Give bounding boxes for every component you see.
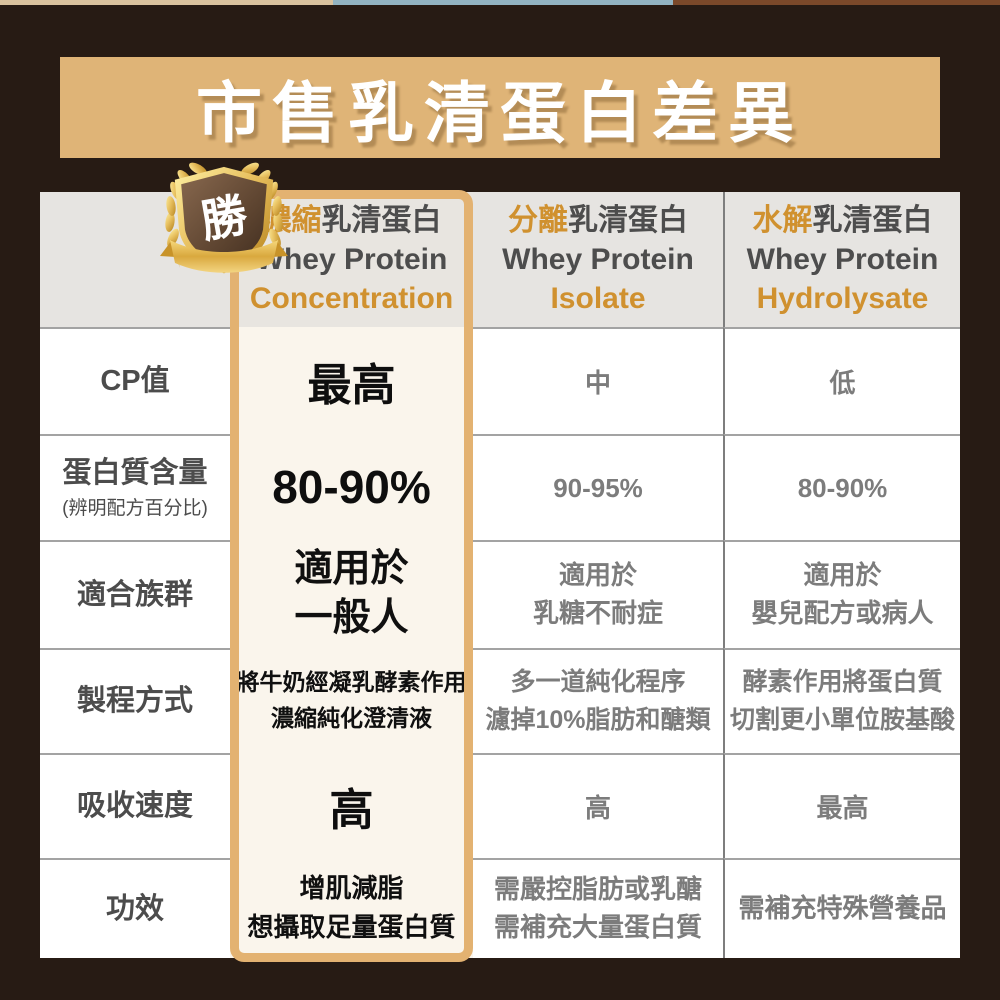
- cell-value: 80-90%: [797, 472, 888, 503]
- cell-absorption-hydrolysate: 最高: [723, 753, 960, 858]
- cell-value: 低: [829, 368, 856, 398]
- cell-effect-concentrate: 增肌減脂 想攝取足量蛋白質: [230, 858, 473, 958]
- cell-value: 需嚴控脂肪或乳醣 需補充大量蛋白質: [493, 874, 702, 942]
- column-header-cn-prefix: 分離: [508, 204, 568, 237]
- column-header-cn-rest: 乳清蛋白: [321, 204, 442, 237]
- cell-process-concentrate: 將牛奶經凝乳酵素作用 濃縮純化澄清液: [230, 648, 473, 753]
- cell-value: 高: [329, 785, 374, 835]
- cell-cp-hydrolysate: 低: [723, 327, 960, 434]
- page-title: 市售乳清蛋白差異: [196, 75, 804, 150]
- strip-segment-blue: [333, 0, 673, 5]
- cell-absorption-isolate: 高: [473, 753, 723, 858]
- cell-value: 90-95%: [553, 472, 643, 503]
- cell-value: 適用於 嬰兒配方或病人: [751, 560, 934, 628]
- cell-cp-concentrate: 最高: [230, 327, 473, 434]
- column-header-cn-rest: 乳清蛋白: [812, 204, 933, 237]
- strip-segment-brown: [673, 0, 1000, 5]
- cell-value: 80-90%: [272, 461, 431, 513]
- column-header-cn: 水解乳清蛋白: [753, 201, 933, 240]
- row-label-absorption: 吸收速度: [40, 753, 230, 858]
- column-header-cn: 分離乳清蛋白: [508, 201, 688, 240]
- cell-value: 中: [584, 368, 611, 398]
- column-header-concentrate: 濃縮乳清蛋白 Whey Protein Concentration: [230, 192, 473, 327]
- row-label-protein-content: 蛋白質含量 (辨明配方百分比): [40, 434, 230, 540]
- row-label-text: 製程方式: [76, 685, 193, 718]
- row-label-text: 功效: [105, 892, 164, 925]
- cell-value: 高: [584, 793, 611, 823]
- row-label-target-group: 適合族群: [40, 540, 230, 648]
- column-header-en-type: Hydrolysate: [756, 282, 929, 315]
- column-header-en: Whey Protein: [255, 243, 448, 276]
- row-label-text: 適合族群: [76, 578, 193, 611]
- cell-content-hydrolysate: 80-90%: [723, 434, 960, 540]
- cell-value: 將牛奶經凝乳酵素作用 濃縮純化澄清液: [236, 668, 467, 731]
- cell-group-isolate: 適用於 乳糖不耐症: [473, 540, 723, 648]
- row-label-text: 吸收速度: [76, 790, 193, 823]
- row-label-subtext: (辨明配方百分比): [62, 498, 208, 520]
- winner-badge: 勝: [156, 160, 292, 280]
- top-decor-strip: [0, 0, 1000, 5]
- row-label-effect: 功效: [40, 858, 230, 958]
- comparison-table: 濃縮乳清蛋白 Whey Protein Concentration 分離乳清蛋白…: [40, 190, 960, 962]
- cell-value: 最高: [816, 793, 869, 823]
- row-label-text: 蛋白質含量: [62, 456, 208, 489]
- cell-content-isolate: 90-95%: [473, 434, 723, 540]
- column-header-en-type: Isolate: [550, 282, 646, 315]
- cell-absorption-concentrate: 高: [230, 753, 473, 858]
- cell-group-hydrolysate: 適用於 嬰兒配方或病人: [723, 540, 960, 648]
- column-header-isolate: 分離乳清蛋白 Whey Protein Isolate: [473, 192, 723, 327]
- row-label-cp: CP值: [40, 327, 230, 434]
- cell-value: 適用於 乳糖不耐症: [532, 560, 663, 628]
- column-header-hydrolysate: 水解乳清蛋白 Whey Protein Hydrolysate: [723, 192, 960, 327]
- ribbon-icon: [160, 240, 288, 273]
- column-header-en-type: Concentration: [249, 282, 454, 315]
- cell-value: 酵素作用將蛋白質 切割更小單位胺基酸: [729, 668, 955, 734]
- column-header-cn-rest: 乳清蛋白: [568, 204, 688, 237]
- cell-group-concentrate: 適用於 一般人: [230, 540, 473, 648]
- column-header-cn-prefix: 水解: [752, 204, 813, 237]
- column-header-en: Whey Protein: [746, 243, 939, 276]
- winner-badge-icon: 勝: [160, 162, 288, 274]
- cell-effect-isolate: 需嚴控脂肪或乳醣 需補充大量蛋白質: [473, 858, 723, 958]
- cell-process-hydrolysate: 酵素作用將蛋白質 切割更小單位胺基酸: [723, 648, 960, 753]
- cell-cp-isolate: 中: [473, 327, 723, 434]
- strip-segment-tan: [0, 0, 333, 5]
- cell-value: 最高: [307, 360, 396, 410]
- cell-value: 需補充特殊營養品: [738, 893, 947, 924]
- cell-effect-hydrolysate: 需補充特殊營養品: [723, 858, 960, 958]
- row-label-text: CP值: [100, 365, 170, 398]
- title-banner: 市售乳清蛋白差異: [60, 57, 940, 158]
- cell-process-isolate: 多一道純化程序 濾掉10%脂肪和醣類: [473, 648, 723, 753]
- cell-value: 增肌減脂 想攝取足量蛋白質: [247, 873, 456, 942]
- cell-value: 適用於 一般人: [294, 547, 409, 639]
- cell-value: 多一道純化程序 濾掉10%脂肪和醣類: [485, 668, 711, 734]
- column-header-cn: 濃縮乳清蛋白: [262, 201, 442, 240]
- cell-content-concentrate: 80-90%: [230, 434, 473, 540]
- row-label-process: 製程方式: [40, 648, 230, 753]
- column-header-en: Whey Protein: [502, 243, 694, 276]
